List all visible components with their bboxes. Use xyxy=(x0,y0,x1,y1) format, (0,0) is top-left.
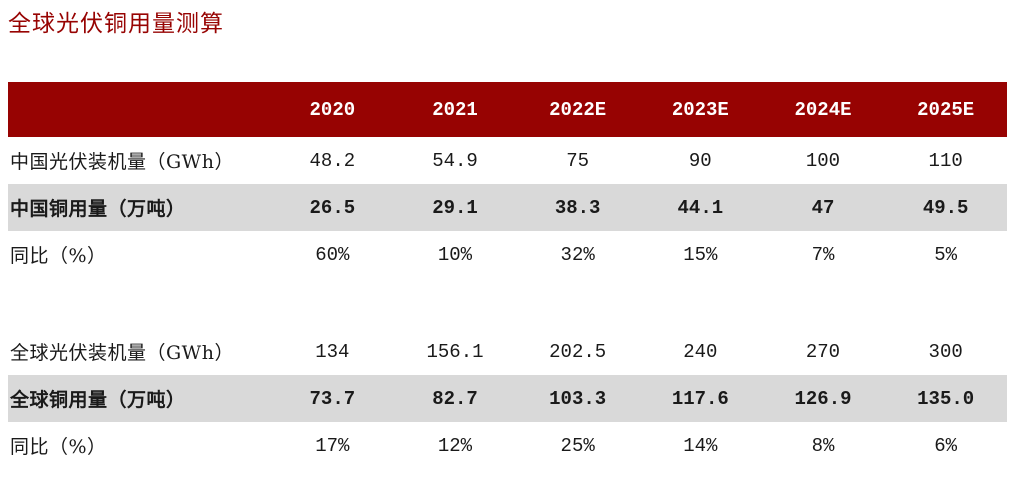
table-cell: 202.5 xyxy=(549,340,607,363)
table-cell: 47 xyxy=(811,196,835,219)
page-title: 全球光伏铜用量测算 xyxy=(8,11,224,37)
header-cell-2025e: 2025E xyxy=(917,98,975,121)
row-label: 中国光伏装机量（GWh） xyxy=(10,151,234,173)
table-cell: 90 xyxy=(688,149,712,172)
header-cell-2020: 2020 xyxy=(309,98,356,121)
table-cell: 75 xyxy=(566,149,590,172)
row-label: 全球光伏装机量（GWh） xyxy=(10,342,234,364)
table-cell: 117.6 xyxy=(671,387,729,410)
table-cell: 300 xyxy=(928,340,963,363)
row-label: 同比（%） xyxy=(10,245,107,267)
table-cell: 26.5 xyxy=(309,196,356,219)
header-cell-2021: 2021 xyxy=(432,98,478,121)
copper-usage-table: 2020 2021 2022E 2023E 2024E 2025E 中国光伏装机… xyxy=(8,82,1007,469)
table-cell: 110 xyxy=(928,149,963,172)
table-cell: 82.7 xyxy=(432,387,478,410)
table-cell: 12% xyxy=(437,434,473,457)
table-header-row: 2020 2021 2022E 2023E 2024E 2025E xyxy=(8,82,1007,137)
table-cell: 7% xyxy=(811,243,835,266)
table-row-global-copper-usage: 全球铜用量（万吨） 73.7 82.7 103.3 117.6 126.9 13… xyxy=(8,375,1007,422)
table-cell: 29.1 xyxy=(432,196,478,219)
table-cell: 25% xyxy=(560,434,595,457)
table-row-china-copper-usage: 中国铜用量（万吨） 26.5 29.1 38.3 44.1 47 49.5 xyxy=(8,184,1007,231)
table-cell: 14% xyxy=(683,434,718,457)
table-row-china-pv-installed: 中国光伏装机量（GWh） 48.2 54.9 75 90 100 110 xyxy=(8,137,1007,184)
table-row-global-yoy: 同比（%） 17% 12% 25% 14% 8% 6% xyxy=(8,422,1007,469)
table-spacer-row xyxy=(8,278,1007,328)
table-cell: 15% xyxy=(683,243,718,266)
row-label: 同比（%） xyxy=(10,436,107,458)
table-cell: 54.9 xyxy=(432,149,478,172)
table-cell: 17% xyxy=(315,434,350,457)
header-cell-2023e: 2023E xyxy=(671,98,729,121)
table-cell: 103.3 xyxy=(549,387,607,410)
table-cell: 240 xyxy=(683,340,718,363)
table-cell: 32% xyxy=(560,243,595,266)
table-cell: 60% xyxy=(315,243,350,266)
table-cell: 6% xyxy=(934,434,958,457)
row-label: 全球铜用量（万吨） xyxy=(10,389,186,411)
table-cell: 100 xyxy=(805,149,841,172)
table-cell: 48.2 xyxy=(309,149,356,172)
table-cell: 49.5 xyxy=(922,196,969,219)
table-row-global-pv-installed: 全球光伏装机量（GWh） 134 156.1 202.5 240 270 300 xyxy=(8,328,1007,375)
table-row-china-yoy: 同比（%） 60% 10% 32% 15% 7% 5% xyxy=(8,231,1007,278)
table-cell: 134 xyxy=(315,340,350,363)
row-label: 中国铜用量（万吨） xyxy=(10,198,186,220)
table-cell: 135.0 xyxy=(917,387,975,410)
table-cell: 126.9 xyxy=(794,387,852,410)
table-cell: 38.3 xyxy=(554,196,601,219)
table-cell: 73.7 xyxy=(309,387,356,410)
table-cell: 10% xyxy=(437,243,473,266)
table-cell: 5% xyxy=(934,243,958,266)
table-cell: 270 xyxy=(805,340,841,363)
table-cell: 156.1 xyxy=(426,340,484,363)
table-cell: 8% xyxy=(811,434,835,457)
table-cell: 44.1 xyxy=(677,196,724,219)
header-cell-2024e: 2024E xyxy=(794,98,852,121)
header-cell-2022e: 2022E xyxy=(549,98,607,121)
